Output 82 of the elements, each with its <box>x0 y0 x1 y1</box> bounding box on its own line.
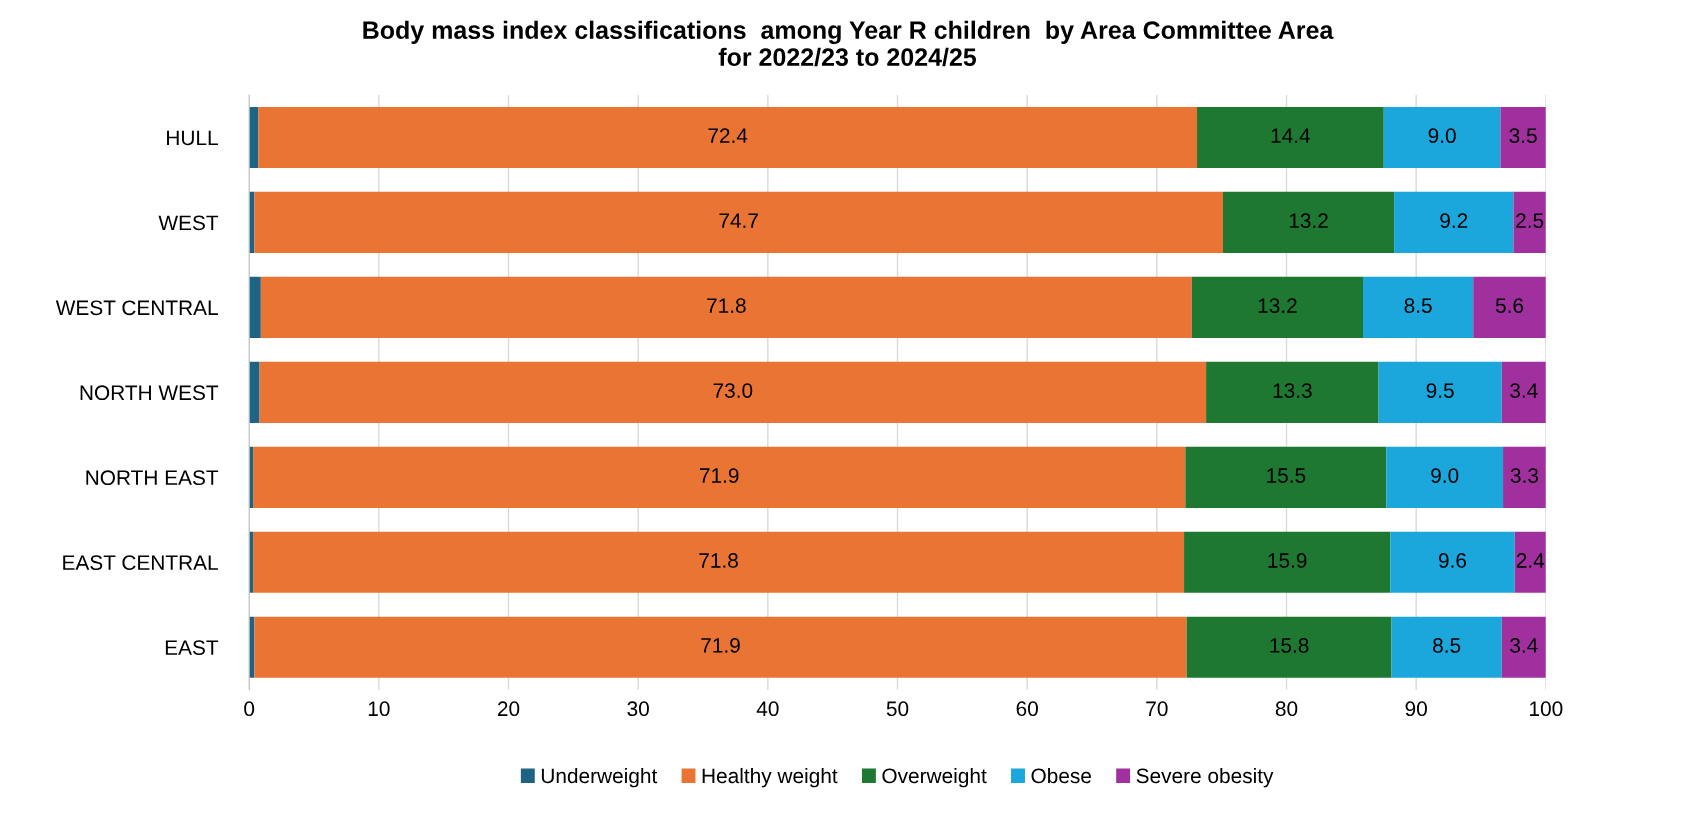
bar <box>1378 361 1502 423</box>
bar <box>1501 361 1546 423</box>
x-tick-label: 30 <box>627 701 649 717</box>
x-tick-label: 60 <box>1016 701 1038 717</box>
x-tick-label: 20 <box>497 701 520 717</box>
y-tick-label: NORTH WEST <box>80 385 219 401</box>
data-label: 2.5 <box>1516 213 1544 229</box>
x-tick-label: 90 <box>1405 701 1427 717</box>
x-tick-label: 100 <box>1530 701 1563 717</box>
data-label: 9.6 <box>1438 553 1467 568</box>
data-label: 9.0 <box>1431 468 1459 483</box>
bar <box>1186 616 1392 678</box>
data-label: 3.4 <box>1510 638 1538 653</box>
data-label: 8.5 <box>1433 638 1461 653</box>
bar <box>1503 446 1546 508</box>
bar <box>260 276 1192 338</box>
legend-label: Severe obesity <box>1136 767 1274 788</box>
bar <box>1501 616 1546 678</box>
bar <box>1473 276 1546 338</box>
bar <box>249 361 260 423</box>
data-label: 9.2 <box>1440 213 1468 229</box>
bar <box>249 276 261 338</box>
bar <box>259 361 1207 423</box>
data-label: 15.8 <box>1270 638 1309 653</box>
x-tick-label: 80 <box>1275 701 1298 717</box>
data-label: 5.6 <box>1495 298 1524 313</box>
data-label: 71.9 <box>700 468 739 483</box>
y-tick-label: NORTH EAST <box>86 470 219 486</box>
bar <box>1500 106 1546 169</box>
data-label: 3.5 <box>1509 128 1537 144</box>
legend-label: Obese <box>1031 767 1091 784</box>
data-label: 3.3 <box>1510 468 1539 483</box>
bar <box>1185 446 1387 508</box>
bar <box>1191 276 1364 338</box>
bar <box>253 531 1185 593</box>
data-label: 72.4 <box>708 128 748 143</box>
y-tick-label: EAST CENTRAL <box>63 555 218 571</box>
x-tick-label: 50 <box>886 701 909 717</box>
legend-label: Underweight <box>541 767 658 788</box>
bar <box>1222 191 1395 254</box>
data-label: 8.5 <box>1404 298 1432 313</box>
x-tick-label: 40 <box>756 701 779 717</box>
legend-label: Overweight <box>882 767 987 788</box>
bar <box>1184 531 1391 593</box>
bar <box>1386 446 1504 508</box>
data-label: 9.5 <box>1426 383 1454 398</box>
data-label: 73.0 <box>713 383 753 398</box>
data-label: 13.2 <box>1289 213 1328 229</box>
y-tick-label: WEST CENTRAL <box>55 300 218 316</box>
data-label: 71.8 <box>707 298 746 313</box>
x-tick-label: 0 <box>244 701 255 717</box>
bar <box>1206 361 1379 423</box>
data-label: 13.2 <box>1258 298 1297 313</box>
data-label: 71.8 <box>699 553 738 568</box>
data-label: 13.3 <box>1273 383 1312 398</box>
data-label: 74.7 <box>719 213 758 228</box>
bar <box>1513 191 1546 254</box>
data-label: 15.9 <box>1268 553 1307 568</box>
bar <box>1514 531 1546 593</box>
data-label: 71.9 <box>701 638 740 653</box>
data-label: 2.4 <box>1516 553 1545 568</box>
y-tick-label: WEST <box>158 215 219 231</box>
x-tick-label: 70 <box>1146 701 1168 717</box>
bar <box>1197 106 1384 169</box>
bar <box>1394 191 1514 254</box>
bar <box>258 106 1198 169</box>
x-tick-label: 10 <box>368 701 390 717</box>
y-tick-label: EAST <box>165 640 219 655</box>
chart-title: Body mass index classifications among Year R children by Area Committee Area for 2022/23 to 2024/25 <box>363 20 1334 67</box>
bar <box>1390 531 1515 593</box>
bar <box>1363 276 1474 338</box>
data-label: 3.4 <box>1510 383 1538 398</box>
bar <box>254 191 1223 254</box>
data-label: 9.0 <box>1428 128 1456 144</box>
bar <box>253 446 1186 508</box>
legend-label: Healthy weight <box>702 767 838 788</box>
data-label: 14.4 <box>1271 128 1311 143</box>
bar <box>1383 106 1501 169</box>
data-label: 15.5 <box>1267 468 1306 483</box>
bar <box>1391 616 1502 678</box>
bar <box>254 616 1187 678</box>
y-tick-label: HULL <box>167 130 218 146</box>
